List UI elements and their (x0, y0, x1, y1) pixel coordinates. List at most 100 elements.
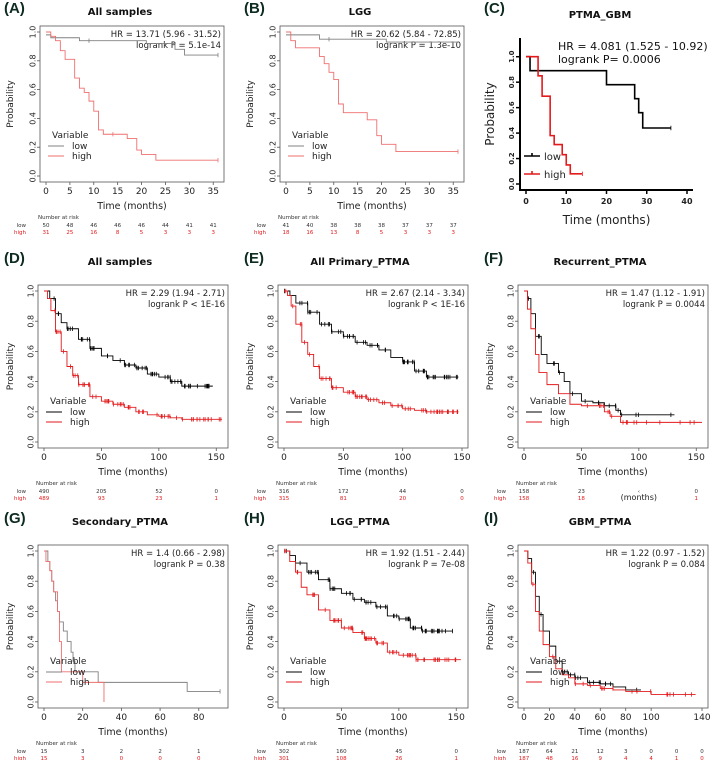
y-tick-label: 0.0 (27, 696, 36, 709)
y-tick-label: 0.0 (29, 170, 38, 183)
x-axis-label: Time (months) (97, 467, 167, 478)
risk-count-low: 40 (306, 223, 313, 229)
legend-label-low: low (310, 668, 325, 678)
risk-count-low: 172 (338, 489, 349, 495)
risk-count-high: 489 (39, 496, 50, 502)
y-axis-label: Probability (6, 602, 16, 650)
y-tick-label: 0.8 (267, 315, 276, 328)
y-tick-label: 0.8 (507, 315, 516, 328)
risk-row-label-high: high (254, 496, 267, 502)
x-tick-label: 10 (561, 197, 573, 206)
chart-title: All samples (87, 257, 153, 268)
panel-I: (I) GBM_PTMA 0 20 40 60 80 100 140 0.0 0.2 0.4 0.6 0.… (480, 510, 720, 760)
panel-letter: (H) (244, 510, 265, 527)
x-tick-label: 30 (184, 187, 196, 197)
legend-label-low: low (550, 668, 565, 678)
risk-row-label-low: low (257, 489, 267, 495)
risk-count-low: 52 (155, 489, 162, 495)
risk-table-title: Number at risk (516, 481, 558, 487)
y-axis-label: Probability (246, 602, 256, 650)
y-tick-label: 1.0 (27, 285, 36, 298)
risk-count-low: 316 (279, 489, 290, 495)
risk-count-low: 48 (66, 223, 73, 229)
risk-row-label-low: low (17, 749, 27, 755)
x-tick-label: 150 (688, 453, 705, 463)
risk-row-label-high: high (14, 496, 27, 502)
risk-count-high: 187 (519, 756, 530, 760)
logrank-annotation: logrank P < 1E-16 (148, 300, 225, 310)
risk-count-high: 8 (116, 230, 120, 236)
hr-annotation: HR = 2.29 (1.94 - 2.71) (126, 289, 225, 299)
km-plot: 0 50 100 150 0.0 0.2 0.4 0.6 0.8 1.0 Time (months)… (246, 284, 471, 502)
y-tick-label: 0.2 (27, 405, 36, 418)
legend-label-low: low (550, 408, 565, 418)
y-tick-label: 0.2 (269, 141, 278, 154)
y-tick-label: 0.0 (27, 436, 36, 449)
survival-curve-high (284, 290, 459, 413)
y-tick-label: 1.0 (508, 50, 516, 63)
y-tick-label: 0.4 (29, 112, 38, 125)
chart-title: Recurrent_PTMA (553, 257, 647, 268)
legend-title: Variable (290, 397, 327, 407)
y-tick-label: 0.6 (507, 605, 516, 618)
y-tick-label: 0.2 (507, 665, 516, 678)
y-tick-label: 0.2 (267, 665, 276, 678)
legend-label-high: high (550, 678, 570, 688)
km-plot: 0 10 20 30 40 0.0 0.2 0.4 0.6 0.8 1.0 Time (months)… (483, 38, 708, 227)
risk-count-high: 5 (380, 230, 384, 236)
survival-curve-high (286, 31, 458, 152)
legend-label-high: high (550, 418, 570, 428)
legend-title: Variable (50, 657, 87, 667)
panel-letter: (D) (4, 250, 25, 267)
chart-title: All samples (87, 7, 153, 18)
x-tick-label: 10 (328, 187, 340, 197)
x-tick-label: 0 (521, 713, 527, 723)
x-axis-label: Time (months) (577, 467, 647, 478)
x-tick-label: 0 (281, 713, 287, 723)
x-tick-label: 60 (595, 713, 607, 723)
x-tick-label: 20 (376, 187, 388, 197)
risk-count-low: 0 (215, 489, 219, 495)
survival-curve-high (284, 550, 461, 661)
x-tick-label: 40 (569, 713, 581, 723)
x-tick-label: 50 (338, 453, 350, 463)
risk-count-low: 15 (41, 749, 48, 755)
y-tick-label: 0.6 (269, 83, 278, 96)
risk-count-low: 160 (336, 749, 347, 755)
risk-count-low: 46 (90, 223, 97, 229)
y-tick-label: 0.2 (267, 405, 276, 418)
x-axis-label: Time (months) (337, 727, 407, 738)
x-axis-label: Time (months) (577, 727, 647, 738)
x-axis-label: Time (months) (336, 201, 406, 212)
risk-count-low: 205 (96, 489, 107, 495)
risk-row-label-high: high (14, 230, 27, 236)
panel-letter: (A) (4, 0, 25, 17)
y-tick-label: 0.8 (27, 575, 36, 588)
risk-count-high: 0 (460, 496, 464, 502)
y-tick-label: 0.6 (267, 605, 276, 618)
risk-count-high: 23 (155, 496, 162, 502)
logrank-annotation: logrank P= 0.0006 (558, 53, 661, 66)
hr-annotation: HR = 1.92 (1.51 - 2.44) (366, 549, 465, 559)
risk-row-label-low: low (497, 489, 507, 495)
risk-count-high: 1 (675, 756, 679, 760)
y-tick-label: 0.6 (267, 345, 276, 358)
y-tick-label: 0.8 (29, 54, 38, 67)
risk-count-high: 3 (428, 230, 432, 236)
risk-count-high: 20 (399, 496, 406, 502)
risk-count-low: 0 (649, 749, 653, 755)
survival-curve-high (44, 550, 105, 702)
y-tick-label: 0.4 (507, 375, 516, 388)
x-tick-label: 20 (136, 187, 148, 197)
logrank-annotation: logrank P = 1.3e-10 (376, 41, 461, 51)
risk-count-low: 302 (279, 749, 290, 755)
risk-count-low: 158 (519, 489, 530, 495)
y-tick-label: 0.4 (507, 635, 516, 648)
panel-letter: (B) (244, 0, 265, 17)
y-tick-label: 0.2 (508, 152, 516, 165)
risk-count-low: 0 (460, 489, 464, 495)
legend-title: Variable (530, 657, 567, 667)
risk-count-high: 4 (649, 756, 653, 760)
x-tick-label: 20 (544, 713, 556, 723)
